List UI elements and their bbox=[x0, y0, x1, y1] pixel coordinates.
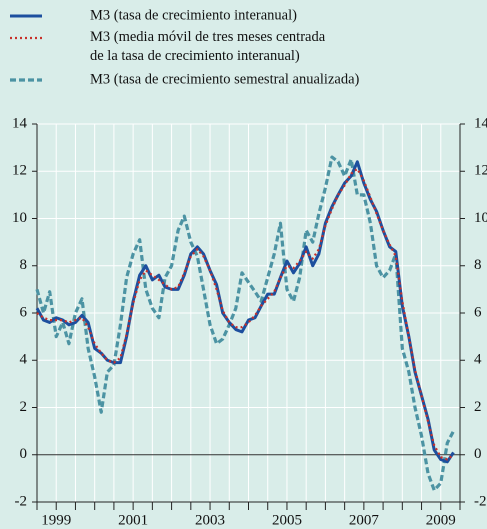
legend-label: M3 (tasa de crecimiento interanual) bbox=[90, 7, 297, 23]
y-tick-label: -2 bbox=[15, 493, 28, 509]
y-tick-label: 4 bbox=[20, 352, 28, 368]
y2-tick-label: 12 bbox=[474, 163, 487, 179]
x-tick-label: 2001 bbox=[118, 512, 148, 528]
series-line bbox=[36, 167, 455, 461]
y2-tick-label: 10 bbox=[474, 210, 487, 226]
y2-tick-label: 8 bbox=[474, 257, 482, 273]
x-tick-label: 2003 bbox=[195, 512, 225, 528]
y2-tick-label: 4 bbox=[474, 352, 482, 368]
x-tick-label: 2007 bbox=[349, 512, 380, 528]
x-tick-label: 1999 bbox=[41, 512, 71, 528]
series-line bbox=[35, 155, 455, 492]
y2-tick-label: 2 bbox=[474, 399, 482, 415]
y-tick-label: 2 bbox=[20, 399, 28, 415]
x-tick-label: 2009 bbox=[426, 512, 456, 528]
y2-tick-label: 14 bbox=[474, 115, 487, 131]
y2-tick-label: 6 bbox=[474, 304, 482, 320]
legend-label: M3 (media móvil de tres meses centrada de… bbox=[90, 29, 326, 64]
series-line bbox=[35, 160, 455, 464]
y-tick-label: 10 bbox=[12, 210, 27, 226]
y-tick-label: 8 bbox=[20, 257, 28, 273]
y2-tick-label: -2 bbox=[474, 493, 487, 509]
legend-label: M3 (tasa de crecimiento semestral anuali… bbox=[90, 71, 360, 87]
x-tick-label: 2005 bbox=[272, 512, 302, 528]
y-tick-label: 12 bbox=[12, 163, 27, 179]
y-tick-label: 0 bbox=[20, 446, 28, 462]
y-tick-label: 6 bbox=[20, 304, 28, 320]
y2-tick-label: 0 bbox=[474, 446, 482, 462]
y-tick-label: 14 bbox=[12, 115, 28, 131]
